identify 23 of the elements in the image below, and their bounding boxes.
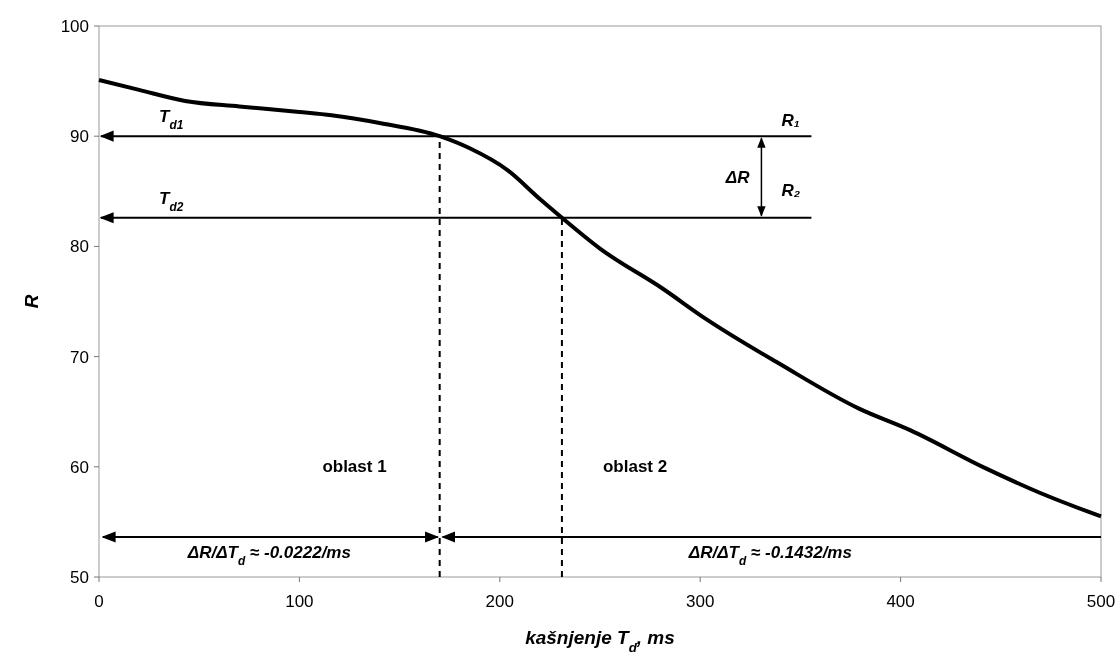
annotation: ΔR/ΔT$_{d}$ ≈ -0.1432/ms	[687, 542, 852, 568]
y-tick-label: 90	[70, 127, 89, 147]
annotation: ΔR	[724, 167, 751, 187]
y-tick-label: 60	[70, 457, 89, 477]
annotation: T$_{d1}$	[159, 107, 184, 133]
annotation: ΔR/ΔT$_{d}$ ≈ -0.0222/ms	[186, 542, 351, 568]
ref-line-label: R₂	[781, 180, 801, 200]
y-tick-label: 100	[60, 16, 89, 36]
y-axis-title: R	[21, 294, 42, 309]
y-tick-label: 70	[70, 347, 89, 367]
y-tick-label: 50	[70, 567, 89, 587]
annotation: oblast 1	[322, 457, 387, 477]
ref-line-label: R₁	[781, 111, 800, 131]
x-tick-label: 500	[1086, 592, 1116, 611]
x-axis-title: kašnjenje T$_{d}$, ms	[525, 627, 675, 655]
annotation: oblast 2	[602, 457, 668, 477]
x-tick-label: 0	[94, 592, 104, 611]
x-tick-label: 400	[886, 592, 915, 611]
y-tick-label: 80	[70, 237, 89, 257]
x-tick-label: 200	[485, 592, 514, 611]
annotation: T$_{d2}$	[159, 188, 184, 214]
x-tick-label: 300	[686, 592, 715, 611]
x-tick-label: 100	[285, 592, 314, 611]
